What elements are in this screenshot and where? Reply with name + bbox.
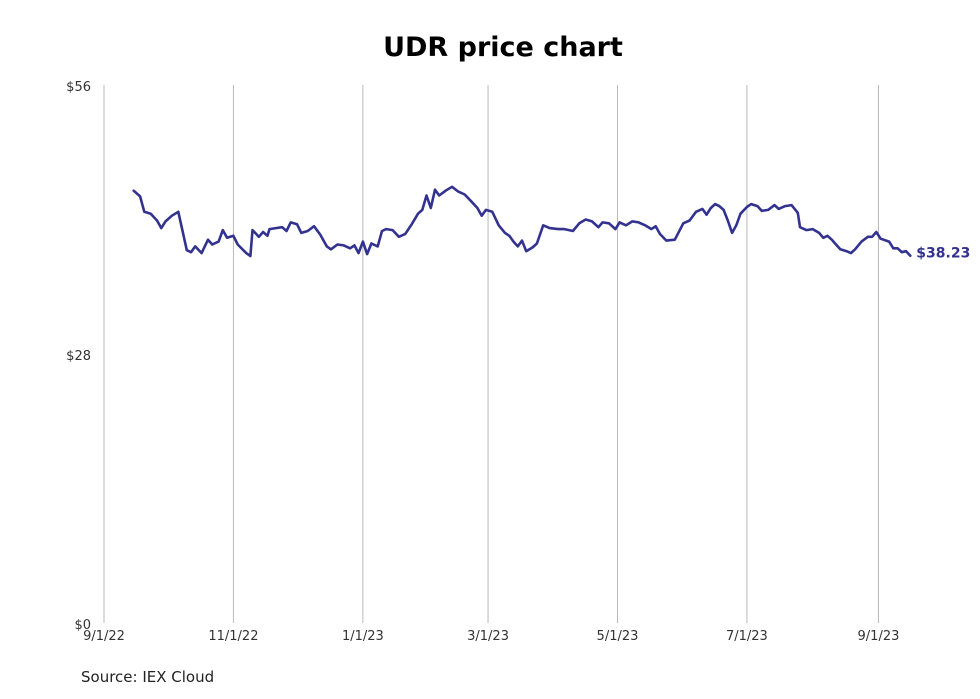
- y-tick-label: $28: [66, 349, 91, 364]
- y-tick-label: $0: [74, 618, 91, 633]
- x-tick-label: 3/1/23: [467, 629, 509, 644]
- last-price-label: $38.23: [916, 246, 970, 262]
- x-tick-label: 11/1/22: [208, 629, 258, 644]
- y-axis: $0 $28 $56: [66, 80, 91, 633]
- x-tick-label: 5/1/23: [597, 629, 639, 644]
- source-note: Source: IEX Cloud: [81, 668, 215, 686]
- x-tick-label: 1/1/23: [342, 629, 384, 644]
- y-tick-label: $56: [66, 80, 91, 95]
- x-tick-label: 9/1/23: [858, 629, 900, 644]
- price-line: [132, 185, 912, 258]
- x-tick-label: 7/1/23: [726, 629, 768, 644]
- x-axis: 9/1/22 11/1/22 1/1/23 3/1/23 5/1/23 7/1/23 9/1…: [83, 629, 899, 644]
- chart-title: UDR price chart: [383, 32, 623, 63]
- x-tick-label: 9/1/22: [83, 629, 125, 644]
- gridlines: [103, 85, 879, 623]
